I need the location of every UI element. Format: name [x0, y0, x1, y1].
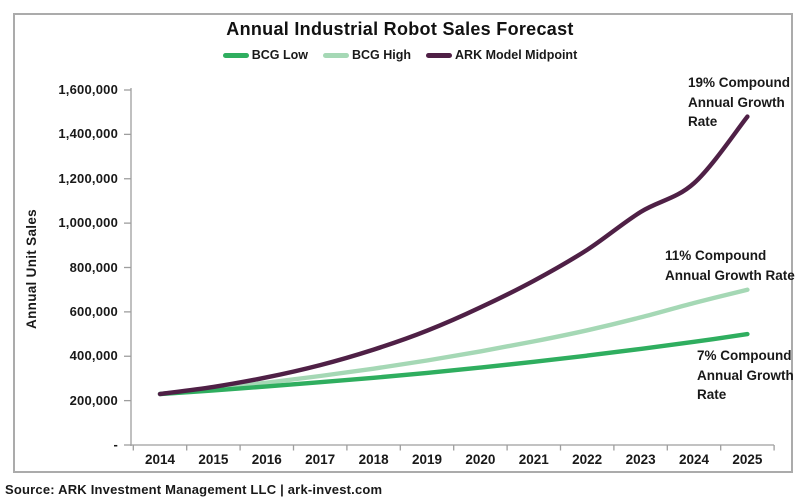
series-line-bcg-high	[157, 287, 750, 397]
annotation-bcg-high-cagr: 11% Compound Annual Growth Rate	[665, 246, 795, 285]
annotation-line: Annual Growth	[688, 94, 785, 110]
x-tick-label: 2015	[198, 452, 229, 467]
series-line-ark-model-midpoint	[157, 114, 750, 397]
x-tick-label: 2018	[358, 452, 389, 467]
annotation-ark-cagr: 19% Compound Annual Growth Rate	[688, 73, 790, 132]
y-tick-label: 1,200,000	[58, 170, 118, 186]
annotation-line: 19% Compound	[688, 75, 791, 90]
x-tick-label: 2017	[305, 452, 336, 467]
x-tick-label: 2014	[144, 452, 176, 467]
legend-label-ark-midpoint: ARK Model Midpoint	[455, 48, 578, 62]
y-tick-label: 600,000	[69, 303, 118, 319]
legend-label-bcg-low: BCG Low	[251, 48, 308, 62]
legend-swatch-bcg-low	[222, 52, 249, 58]
legend-swatch-bcg-high	[323, 52, 349, 58]
y-tick-label: 800,000	[69, 259, 118, 275]
x-tick-label: 2023	[625, 452, 656, 467]
annotation-line: 7% Compound	[697, 348, 792, 363]
y-tick-label: 1,600,000	[58, 82, 118, 97]
x-tick-label: 2025	[732, 452, 763, 467]
x-tick-label: 2022	[572, 452, 603, 467]
legend-swatch-ark-midpoint	[426, 52, 453, 58]
y-tick-label: 1,000,000	[58, 215, 118, 231]
x-tick-label: 2016	[251, 452, 282, 467]
annotation-line: 11% Compound	[665, 248, 767, 263]
series-line-bcg-low	[157, 331, 750, 397]
x-tick-label: 2021	[518, 452, 549, 467]
annotation-line: Annual Growth	[697, 367, 794, 383]
legend-item-ark-midpoint: ARK Model Midpoint	[426, 48, 577, 62]
x-tick-label: 2019	[411, 452, 443, 467]
source-line: Source: ARK Investment Management LLC | …	[5, 482, 383, 497]
annotation-line: Rate	[688, 114, 718, 129]
x-tick-label: 2020	[465, 452, 496, 467]
legend-item-bcg-high: BCG High	[323, 48, 411, 62]
y-tick-label: 1,400,000	[58, 126, 118, 142]
legend-item-bcg-low: BCG Low	[222, 48, 308, 62]
legend: BCG Low BCG High ARK Model Midpoint	[0, 48, 800, 62]
annotation-line: Annual Growth Rate	[665, 267, 795, 283]
chart-frame	[13, 13, 793, 473]
x-tick-label: 2024	[678, 452, 710, 467]
chart-title: Annual Industrial Robot Sales Forecast	[226, 19, 574, 39]
y-tick-label: -	[113, 437, 118, 452]
y-tick-label: 200,000	[69, 392, 118, 408]
y-tick-label: 400,000	[69, 348, 118, 364]
annotation-line: Rate	[697, 387, 727, 402]
annotation-bcg-low-cagr: 7% Compound Annual Growth Rate	[697, 346, 794, 405]
legend-label-bcg-high: BCG High	[352, 48, 412, 62]
